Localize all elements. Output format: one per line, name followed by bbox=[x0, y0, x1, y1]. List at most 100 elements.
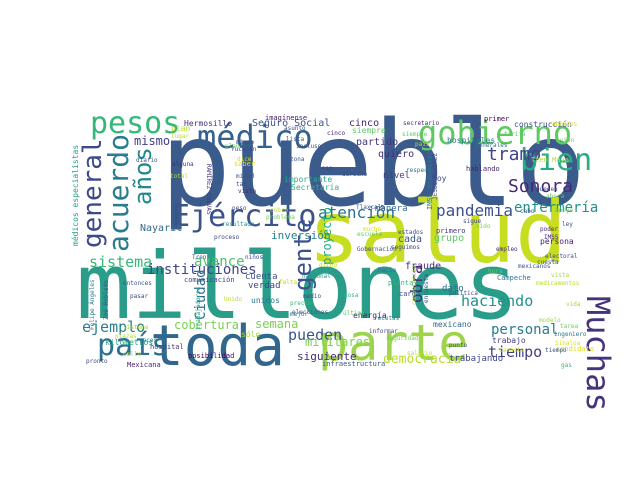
cloud-word: apoyo bbox=[555, 207, 573, 214]
cloud-word: proceso bbox=[214, 234, 240, 241]
cloud-word: mismo bbox=[236, 139, 254, 146]
cloud-word: ley bbox=[562, 221, 573, 228]
cloud-word: informar bbox=[369, 328, 398, 335]
cloud-word: primero bbox=[436, 227, 466, 235]
cloud-word: Seguro Social bbox=[252, 118, 330, 129]
cloud-word: cargo bbox=[399, 290, 420, 298]
cloud-word: persona bbox=[540, 237, 574, 246]
cloud-word: elecciones bbox=[292, 309, 329, 316]
cloud-word: semana bbox=[255, 317, 298, 331]
cloud-word: trabajando bbox=[449, 354, 503, 364]
cloud-word: secretario bbox=[403, 120, 440, 127]
cloud-word: recetas bbox=[374, 315, 400, 322]
cloud-word: importante bbox=[284, 175, 332, 184]
cloud-word: problema bbox=[266, 214, 295, 221]
cloud-word: Sinaloa bbox=[555, 340, 581, 347]
cloud-word: acuerdo bbox=[102, 134, 135, 252]
cloud-word: médicos especialistas bbox=[70, 145, 80, 246]
cloud-word: falta bbox=[279, 279, 297, 286]
cloud-word: asunto bbox=[284, 125, 306, 132]
cloud-word: verdad bbox=[248, 281, 281, 291]
cloud-word: RAMÍREZ CUEVAS bbox=[205, 164, 213, 215]
cloud-word: pueden bbox=[536, 186, 558, 193]
cloud-word: mucho bbox=[363, 226, 381, 233]
cloud-word: gente bbox=[289, 219, 317, 291]
cloud-word: haciendo bbox=[461, 292, 533, 310]
cloud-word: gas bbox=[561, 362, 572, 369]
cloud-word: partido bbox=[356, 137, 398, 148]
cloud-word: plan bbox=[225, 143, 240, 150]
cloud-word: mexicano bbox=[433, 320, 472, 329]
cloud-word: pueblo bbox=[160, 95, 586, 233]
cloud-word: cinco bbox=[327, 130, 345, 137]
cloud-word: alguna bbox=[172, 161, 194, 168]
cloud-word: siempre bbox=[352, 126, 386, 135]
cloud-word: mitad bbox=[236, 173, 254, 180]
cloud-word: tan bbox=[236, 181, 247, 188]
cloud-word: cada bbox=[398, 234, 422, 245]
cloud-word: Tlaxcala bbox=[356, 204, 385, 211]
cloud-word: generales bbox=[475, 142, 508, 149]
cloud-word: abrazos bbox=[552, 121, 578, 128]
cloud-word: Mexicana bbox=[127, 361, 161, 369]
cloud-word: JESÚS RAMÍREZ bbox=[431, 153, 439, 200]
cloud-background bbox=[80, 118, 566, 370]
cloud-word: pasar bbox=[130, 293, 148, 300]
cloud-word: mejor bbox=[290, 311, 308, 318]
cloud-word: resultado bbox=[222, 221, 255, 228]
cloud-word: derecho bbox=[342, 171, 368, 178]
cloud-word: enfermería bbox=[514, 200, 598, 216]
cloud-word: Sonora bbox=[508, 176, 573, 197]
cloud-word: trabajadores bbox=[195, 286, 202, 330]
cloud-word: caso bbox=[318, 165, 333, 172]
cloud-word: hablando bbox=[466, 165, 500, 173]
cloud-word: país bbox=[415, 141, 430, 148]
cloud-word: parte bbox=[318, 314, 469, 372]
cloud-word: vida bbox=[566, 301, 581, 308]
cloud-word: estados bbox=[398, 229, 424, 236]
cloud-word: pronto bbox=[86, 358, 108, 365]
cloud-word: Campeche bbox=[497, 274, 531, 282]
cloud-word: precio bbox=[290, 300, 312, 307]
cloud-word: cobertura bbox=[174, 318, 239, 332]
cloud-word: poder bbox=[540, 226, 558, 233]
cloud-word: dato bbox=[442, 284, 464, 294]
cloud-word: construcción bbox=[514, 119, 572, 129]
cloud-word: zona bbox=[290, 156, 305, 163]
cloud-word: obra bbox=[407, 264, 426, 303]
cloud-word: siguiente bbox=[297, 350, 357, 363]
cloud-word: tiempo bbox=[545, 347, 567, 354]
cloud-word: avión bbox=[556, 137, 574, 144]
cloud-word: dicho bbox=[319, 262, 337, 269]
cloud-word: mexicanos bbox=[518, 263, 551, 270]
cloud-word: energía bbox=[353, 311, 387, 320]
cloud-word: nivel bbox=[383, 171, 410, 181]
cloud-word: país bbox=[97, 328, 169, 363]
cloud-word: Felipe Ángeles bbox=[89, 279, 96, 330]
cloud-word: sido bbox=[476, 223, 491, 230]
cloud-word: electoral bbox=[545, 253, 578, 260]
cloud-word: cosa bbox=[344, 292, 359, 299]
cloud-word: kilómetros bbox=[105, 337, 153, 347]
cloud-word: sigue bbox=[463, 218, 481, 225]
cloud-word: visto bbox=[238, 188, 256, 195]
cloud-word: cobro bbox=[270, 207, 288, 214]
cloud-word: gobierno bbox=[418, 114, 572, 152]
cloud-word: cabo bbox=[520, 208, 535, 215]
cloud-word: años bbox=[129, 147, 157, 205]
cloud-word: mismo bbox=[134, 134, 170, 148]
cloud-word: personal bbox=[491, 322, 558, 338]
cloud-word: total bbox=[170, 173, 188, 180]
cloud-word: militares bbox=[305, 335, 370, 349]
cloud-word: Tren bbox=[192, 254, 207, 261]
cloud-word: ahora bbox=[546, 193, 564, 200]
cloud-word: vista bbox=[551, 272, 569, 279]
cloud-word: tiempo bbox=[488, 343, 542, 361]
cloud-word: quiero bbox=[378, 149, 414, 160]
cloud-word: medicamentos bbox=[536, 280, 580, 287]
cloud-word: Zoé Robledo bbox=[103, 280, 110, 320]
cloud-word: pueden bbox=[288, 326, 342, 344]
cloud-word: inversión bbox=[271, 229, 331, 242]
